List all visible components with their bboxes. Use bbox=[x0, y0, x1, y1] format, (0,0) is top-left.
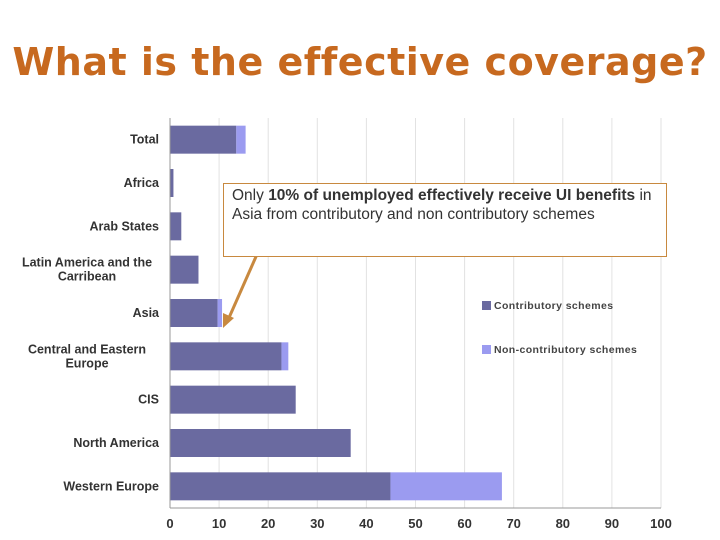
bar-contributory bbox=[170, 429, 351, 457]
x-tick-label: 40 bbox=[359, 516, 373, 531]
category-label-line: Europe bbox=[65, 356, 108, 370]
legend-item-non-contributory: Non-contributory schemes bbox=[482, 344, 637, 356]
legend-label-contributory: Contributory schemes bbox=[494, 300, 614, 312]
category-label: North America bbox=[73, 436, 160, 450]
category-label-line: Carribean bbox=[58, 270, 116, 284]
bar-contributory bbox=[170, 255, 199, 284]
category-labels: Total Africa Arab States Latin America and … bbox=[22, 133, 160, 494]
x-tick-label: 90 bbox=[605, 516, 619, 531]
category-label: Asia bbox=[133, 306, 160, 320]
category-label: Arab States bbox=[90, 219, 160, 233]
x-tick-label: 60 bbox=[457, 516, 471, 531]
category-label: Total bbox=[130, 133, 159, 147]
bar-non-contributory bbox=[217, 299, 223, 327]
category-label-line: Central and Eastern bbox=[28, 342, 146, 356]
x-tick-label: 20 bbox=[261, 516, 275, 531]
x-tick-label: 0 bbox=[166, 516, 173, 531]
x-tick-label: 10 bbox=[212, 516, 226, 531]
category-label: Latin America and the Carribean bbox=[22, 256, 152, 284]
legend-swatch-non-contributory bbox=[482, 345, 491, 354]
legend-label-non-contributory: Non-contributory schemes bbox=[494, 344, 638, 356]
category-label: CIS bbox=[138, 393, 159, 407]
bar-non-contributory bbox=[236, 125, 246, 154]
bar-contributory bbox=[170, 299, 218, 327]
callout-text-start: Only bbox=[232, 187, 269, 204]
legend-item-contributory: Contributory schemes bbox=[482, 300, 613, 312]
callout-text-end: in Asia from contributory and non contri… bbox=[232, 187, 652, 223]
x-tick-label: 50 bbox=[408, 516, 422, 531]
category-label: Central and Eastern Europe bbox=[28, 342, 146, 370]
callout-annotation: Only 10% of unemployed effectively recei… bbox=[223, 183, 667, 257]
category-label: Africa bbox=[124, 176, 160, 190]
x-tick-labels: 0 10 20 30 40 50 60 70 80 90 100 bbox=[166, 516, 671, 531]
x-tick-label: 100 bbox=[650, 516, 672, 531]
callout-arrow-head bbox=[223, 313, 234, 328]
legend-swatch-contributory bbox=[482, 301, 491, 310]
slide-title: What is the effective coverage? bbox=[12, 40, 708, 84]
chart-bars bbox=[170, 125, 502, 501]
bar-contributory bbox=[170, 342, 282, 371]
category-label: Western Europe bbox=[63, 479, 159, 493]
bar-contributory bbox=[170, 472, 391, 501]
x-tick-label: 70 bbox=[506, 516, 520, 531]
bar-contributory bbox=[170, 125, 237, 154]
bar-contributory bbox=[170, 385, 296, 414]
bar-non-contributory bbox=[390, 472, 502, 501]
category-label-line: Latin America and the bbox=[22, 256, 152, 270]
x-tick-label: 80 bbox=[556, 516, 570, 531]
callout-text-bold: 10% of unemployed effectively receive UI… bbox=[268, 187, 636, 204]
bar-contributory bbox=[170, 212, 182, 241]
bar-contributory bbox=[170, 169, 174, 197]
bar-non-contributory bbox=[281, 342, 289, 371]
x-tick-label: 30 bbox=[310, 516, 324, 531]
